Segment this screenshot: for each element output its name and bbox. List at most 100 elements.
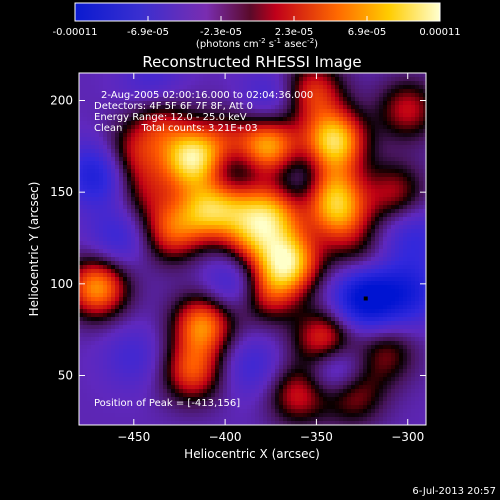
heatmap-cell [399, 237, 404, 242]
heatmap-cell [111, 141, 116, 146]
heatmap-cell [375, 101, 380, 106]
heatmap-cell [115, 257, 120, 262]
heatmap-cell [363, 77, 368, 82]
heatmap-cell [391, 141, 396, 146]
heatmap-cell [235, 209, 240, 214]
heatmap-cell [347, 237, 352, 242]
heatmap-cell [251, 157, 256, 162]
heatmap-cell [383, 81, 388, 86]
heatmap-cell [283, 93, 288, 98]
heatmap-cell [179, 89, 184, 94]
heatmap-cell [223, 265, 228, 270]
heatmap-cell [115, 285, 120, 290]
heatmap-cell [87, 245, 92, 250]
heatmap-cell [127, 213, 132, 218]
heatmap-cell [171, 109, 176, 114]
heatmap-cell [215, 245, 220, 250]
heatmap-cell [279, 197, 284, 202]
heatmap-cell [391, 77, 396, 82]
heatmap-cell [391, 217, 396, 222]
heatmap-cell [123, 301, 128, 306]
heatmap-cell [379, 169, 384, 174]
heatmap-cell [119, 281, 124, 286]
heatmap-cell [323, 105, 328, 110]
heatmap-cell [207, 249, 212, 254]
heatmap-cell [407, 273, 412, 278]
heatmap-cell [295, 225, 300, 230]
heatmap-cell [175, 177, 180, 182]
heatmap-cell [363, 241, 368, 246]
heatmap-cell [295, 197, 300, 202]
heatmap-cell [183, 185, 188, 190]
heatmap-cell [107, 245, 112, 250]
heatmap-cell [95, 253, 100, 258]
heatmap-cell [335, 153, 340, 158]
heatmap-cell [367, 149, 372, 154]
heatmap-cell [311, 221, 316, 226]
heatmap-cell [311, 157, 316, 162]
heatmap-cell [227, 285, 232, 290]
heatmap-cell [307, 189, 312, 194]
heatmap-cell [307, 169, 312, 174]
heatmap-cell [87, 277, 92, 282]
heatmap-cell [271, 117, 276, 122]
heatmap-cell [379, 241, 384, 246]
heatmap-cell [235, 141, 240, 146]
heatmap-cell [319, 125, 324, 130]
heatmap-cell [407, 289, 412, 294]
heatmap-cell [91, 233, 96, 238]
heatmap-cell [99, 113, 104, 118]
heatmap-cell [135, 177, 140, 182]
heatmap-cell [131, 153, 136, 158]
heatmap-cell [423, 177, 426, 182]
heatmap-cell [347, 141, 352, 146]
heatmap-cell [87, 101, 92, 106]
heatmap-cell [103, 205, 108, 210]
heatmap-cell [195, 125, 200, 130]
heatmap-cell [175, 209, 180, 214]
heatmap-cell [359, 77, 364, 82]
heatmap-cell [175, 261, 180, 266]
heatmap-cell [211, 229, 216, 234]
heatmap-cell [179, 233, 184, 238]
heatmap-cell [359, 169, 364, 174]
heatmap-cell [191, 109, 196, 114]
heatmap-cell [167, 125, 172, 130]
heatmap-cell [79, 189, 84, 194]
heatmap-cell [239, 273, 244, 278]
heatmap-cell [111, 281, 116, 286]
heatmap-cell [247, 141, 252, 146]
heatmap-cell [287, 93, 292, 98]
heatmap-cell [327, 293, 332, 298]
heatmap-cell [299, 97, 304, 102]
heatmap-cell [339, 241, 344, 246]
heatmap-cell [367, 233, 372, 238]
heatmap-cell [383, 217, 388, 222]
heatmap-cell [319, 145, 324, 150]
heatmap-cell [87, 261, 92, 266]
heatmap-cell [179, 121, 184, 126]
heatmap-cell [423, 285, 426, 290]
heatmap-cell [347, 109, 352, 114]
heatmap-cell [207, 261, 212, 266]
heatmap-cell [295, 189, 300, 194]
heatmap-cell [395, 233, 400, 238]
heatmap-cell [407, 201, 412, 206]
heatmap-cell [399, 117, 404, 122]
heatmap-cell [403, 201, 408, 206]
heatmap-cell [383, 97, 388, 102]
heatmap-cell [207, 273, 212, 278]
heatmap-cell [235, 293, 240, 298]
heatmap-cell [207, 289, 212, 294]
heatmap-cell [379, 261, 384, 266]
heatmap-cell [111, 221, 116, 226]
heatmap-cell [251, 81, 256, 86]
heatmap-cell [167, 237, 172, 242]
heatmap-cell [127, 217, 132, 222]
heatmap-cell [131, 209, 136, 214]
heatmap-cell [131, 181, 136, 186]
heatmap-cell [315, 213, 320, 218]
heatmap-cell [147, 81, 152, 86]
heatmap-cell [255, 285, 260, 290]
heatmap-cell [155, 297, 160, 302]
